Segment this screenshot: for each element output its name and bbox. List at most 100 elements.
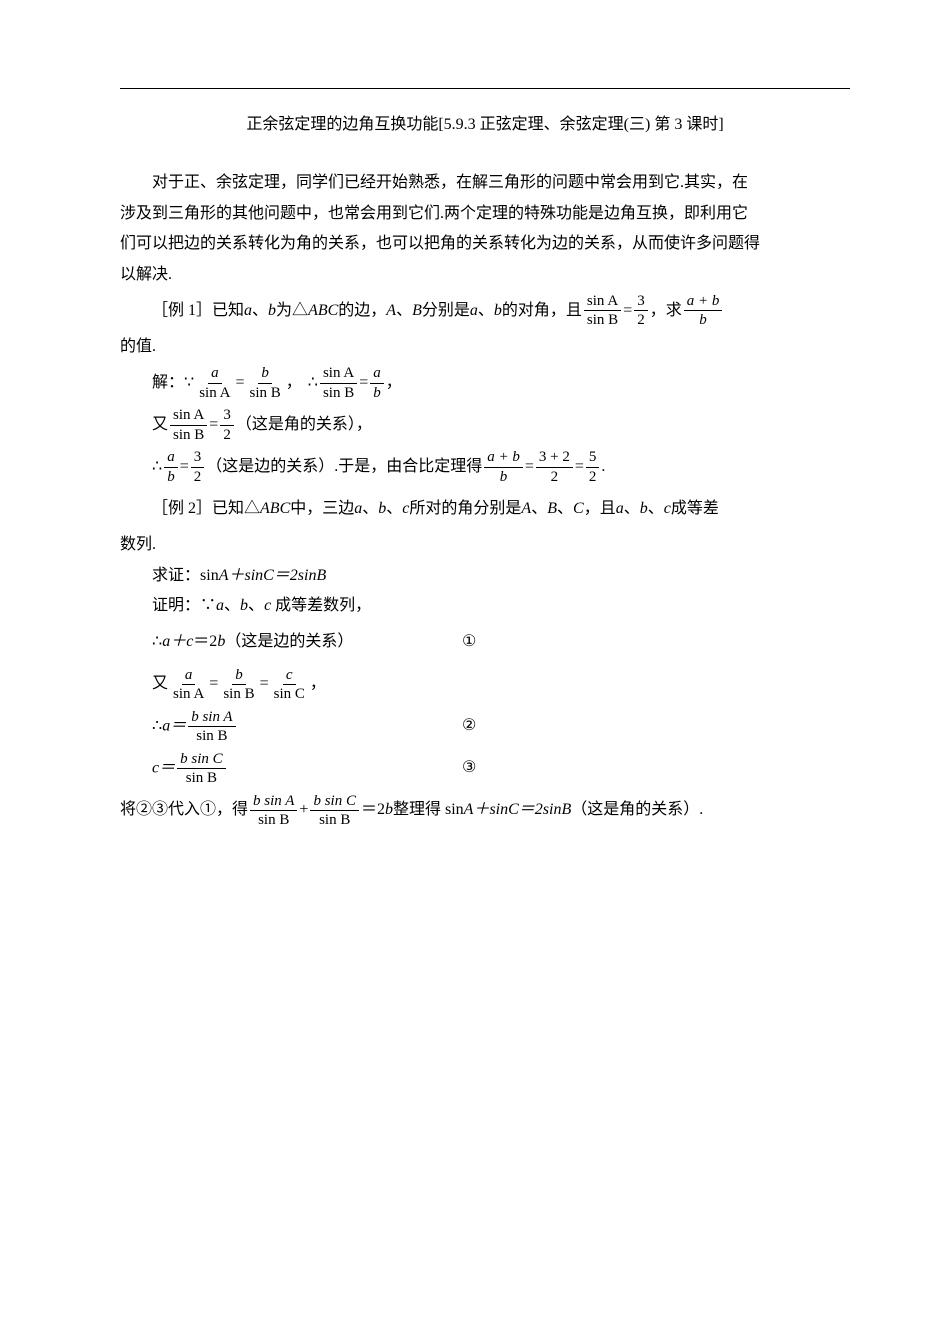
ex2-b: b	[378, 494, 386, 524]
ex2-l3-f2: b sin B	[220, 667, 257, 703]
ex2-prove: 求证：sinA＋sinC＝2sinB	[120, 561, 850, 591]
ex1-t2: 为△	[276, 296, 308, 326]
ex2-t0: 已知△	[212, 494, 260, 524]
ex1-s1-f2: b sin B	[247, 365, 284, 401]
ex2-sep1: 、	[362, 494, 378, 524]
ex2-circle2: ②	[462, 711, 476, 741]
ex1-t1: 已知	[212, 296, 244, 326]
frac-den: sin B	[316, 811, 353, 829]
ex1-A: A	[386, 296, 396, 326]
ex2-pb: b	[240, 597, 248, 614]
ex2-t1: 中，三边	[290, 494, 354, 524]
ex2-sub-result: A＋sinC＝2sinB	[464, 795, 572, 825]
ex1-res-f1: a + b b	[484, 449, 523, 485]
ex2-l3-f3: c sin C	[271, 667, 308, 703]
ex1-s1-f4: a b	[370, 365, 384, 401]
ex2-proof-l1: 证明：∵a、b、c 成等差数列，	[120, 591, 850, 621]
frac-den: b	[497, 468, 511, 486]
ex2-B: B	[547, 494, 557, 524]
ex2-circle3: ③	[462, 753, 476, 783]
ex2-l4-therefore: ∴	[152, 717, 162, 734]
ex2-l4-frac: b sin Asin B	[188, 709, 235, 745]
frac-den: sin B	[584, 311, 621, 329]
ex1-s1-therefore: ∴	[302, 368, 318, 398]
ex2-prompt-row: ［例 2］ 已知△ ABC 中，三边 a 、 b 、 c 所对的角分别是 A 、…	[120, 488, 850, 530]
frac-den: sin B	[255, 811, 292, 829]
ex2-tail: 数列.	[120, 530, 850, 560]
frac-num: sin A	[584, 293, 621, 312]
ex2-l5-frac: b sin Csin B	[177, 751, 226, 787]
ex2-t2: 所对的角分别是	[409, 494, 521, 524]
ex1-eq1: =	[623, 296, 632, 326]
ex1-because: ∵	[184, 368, 194, 398]
ex2-sep5: 、	[624, 494, 640, 524]
top-rule	[120, 88, 850, 89]
frac-den: sin B	[170, 426, 207, 444]
ex1-given-frac: sin A sin B	[584, 293, 621, 329]
ex1-t4: 分别是	[422, 296, 470, 326]
frac-num: b sin A	[188, 709, 235, 728]
ex2-b2: b	[640, 494, 648, 524]
frac-num: c	[283, 667, 296, 686]
frac-den: b	[696, 311, 710, 329]
ex1-sol-row1: 解： ∵ a sin A = b sin B ， ∴ sin A sin B =…	[120, 362, 850, 404]
ex2-sep3: 、	[531, 494, 547, 524]
ex2-l3-comma: ，	[310, 669, 326, 699]
ex2-sub-f2: b sin C sin B	[310, 793, 359, 829]
frac-num: a + b	[484, 449, 523, 468]
ex1-s3-eq1: =	[180, 452, 189, 482]
frac-num: b sin C	[310, 793, 359, 812]
ex2-label: ［例 2］	[152, 494, 212, 524]
ex2-l3-f1: a sin A	[170, 667, 207, 703]
frac-den: 2	[220, 426, 234, 444]
ex1-sep1: 、	[252, 296, 268, 326]
ex2-l2-note: （这是边的关系）	[225, 633, 353, 650]
ex1-res-f2: 3 + 2 2	[536, 449, 573, 485]
ex1-sol-row3: ∴ a b = 3 2 （这是边的关系）.于是，由合比定理得 a + b b =…	[120, 446, 850, 488]
ex2-sub-b: b	[385, 795, 393, 825]
ex1-tail: 的值.	[120, 332, 850, 362]
ex1-s1-c1: ，	[286, 368, 302, 398]
intro-line-1: 对于正、余弦定理，同学们已经开始熟悉，在解三角形的问题中常会用到它.其实，在	[120, 168, 850, 198]
ex2-c: c	[402, 494, 409, 524]
ex2-proof-label: 证明：	[152, 597, 200, 614]
ex1-res-period: .	[601, 452, 605, 482]
intro-line-3: 们可以把边的关系转化为角的关系，也可以把角的关系转化为边的关系，从而使许多问题得	[120, 229, 850, 259]
ex2-because: ∵	[200, 597, 216, 614]
page: 正余弦定理的边角互换功能[5.9.3 正弦定理、余弦定理(三) 第 3 课时] …	[0, 0, 945, 1337]
page-title: 正余弦定理的边角互换功能[5.9.3 正弦定理、余弦定理(三) 第 3 课时]	[120, 110, 850, 140]
frac-num: 3	[634, 293, 648, 312]
frac-den: sin B	[247, 384, 284, 402]
content-area: 正余弦定理的边角互换功能[5.9.3 正弦定理、余弦定理(三) 第 3 课时] …	[120, 110, 850, 832]
ex2-l5-c: c＝	[152, 759, 175, 776]
ex2-again: 又	[152, 669, 168, 699]
ex2-l2-mid: ＝2	[193, 633, 217, 650]
frac-den: b	[370, 384, 384, 402]
frac-den: sin B	[320, 384, 357, 402]
ex1-t5: 的对角，且	[502, 296, 582, 326]
ex2-proof-l4: ∴a＝b sin Asin B ②	[120, 706, 850, 748]
frac-den: sin A	[196, 384, 233, 402]
ex1-B: B	[412, 296, 422, 326]
ex2-proof-l5: c＝b sin Csin B ③	[120, 748, 850, 790]
frac-den: 2	[634, 311, 648, 329]
frac-den: sin B	[183, 769, 220, 787]
ex2-circle1: ①	[462, 627, 476, 657]
ex1-s3-therefore: ∴	[152, 452, 162, 482]
ex2-l3-eq1: =	[209, 669, 218, 699]
frac-den: 2	[586, 468, 600, 486]
ex1-again: 又	[152, 410, 168, 440]
ex2-C: C	[573, 494, 584, 524]
ex2-subst: 将②③代入①，得	[120, 795, 248, 825]
ex1-s1-eq2: =	[359, 368, 368, 398]
ex1-res-eq2: =	[575, 452, 584, 482]
ex1-s2-f2: 3 2	[220, 407, 234, 443]
ex1-b: b	[268, 296, 276, 326]
frac-den: sin B	[193, 727, 230, 745]
ex2-subst-row: 将②③代入①，得 b sin A sin B + b sin C sin B ＝…	[120, 790, 850, 832]
ex1-prompt-row: ［例 1］ 已知 a 、 b 为△ ABC 的边， A 、 B 分别是 a 、 …	[120, 290, 850, 332]
ex2-l4-a: a＝	[162, 717, 186, 734]
ex1-label: ［例 1］	[152, 296, 212, 326]
ex1-a: a	[244, 296, 252, 326]
ex2-therefore: ∴	[152, 633, 162, 650]
